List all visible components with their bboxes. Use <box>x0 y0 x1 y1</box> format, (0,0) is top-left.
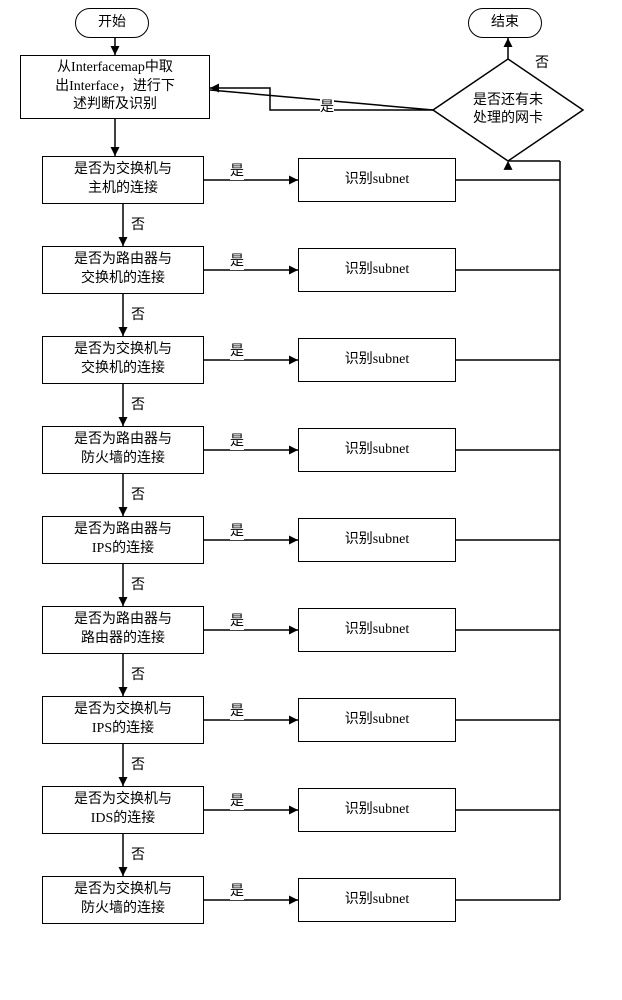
no-label-3: 否 <box>131 484 145 504</box>
process-top: 从Interfacemap中取出Interface，进行下述判断及识别 <box>20 55 210 119</box>
decision-2: 是否为交换机与交换机的连接 <box>42 336 204 384</box>
decision-6: 是否为交换机与IPS的连接 <box>42 696 204 744</box>
end-terminal: 结束 <box>468 8 542 38</box>
decision-1: 是否为路由器与交换机的连接 <box>42 246 204 294</box>
no-label-2: 否 <box>131 394 145 414</box>
yes-label-6: 是 <box>230 700 244 720</box>
recognize-8: 识别subnet <box>298 878 456 922</box>
yes-label-2: 是 <box>230 340 244 360</box>
recognize-0: 识别subnet <box>298 158 456 202</box>
decision-8: 是否为交换机与防火墙的连接 <box>42 876 204 924</box>
yes-label-7: 是 <box>230 790 244 810</box>
big-decision-yes-label: 是 <box>320 96 334 116</box>
decision-5: 是否为路由器与路由器的连接 <box>42 606 204 654</box>
yes-label-0: 是 <box>230 160 244 180</box>
big-decision: 是否还有未处理的网卡 <box>473 92 543 128</box>
no-label-0: 否 <box>131 214 145 234</box>
recognize-2: 识别subnet <box>298 338 456 382</box>
recognize-1: 识别subnet <box>298 248 456 292</box>
no-label-5: 否 <box>131 664 145 684</box>
yes-label-3: 是 <box>230 430 244 450</box>
flow-lines <box>0 0 622 1000</box>
yes-label-1: 是 <box>230 250 244 270</box>
no-label-1: 否 <box>131 304 145 324</box>
recognize-7: 识别subnet <box>298 788 456 832</box>
recognize-4: 识别subnet <box>298 518 456 562</box>
yes-label-5: 是 <box>230 610 244 630</box>
yes-label-8: 是 <box>230 880 244 900</box>
decision-3: 是否为路由器与防火墙的连接 <box>42 426 204 474</box>
no-label-7: 否 <box>131 844 145 864</box>
decision-0: 是否为交换机与主机的连接 <box>42 156 204 204</box>
start-terminal: 开始 <box>75 8 149 38</box>
yes-label-4: 是 <box>230 520 244 540</box>
recognize-5: 识别subnet <box>298 608 456 652</box>
no-label-4: 否 <box>131 574 145 594</box>
decision-4: 是否为路由器与IPS的连接 <box>42 516 204 564</box>
recognize-3: 识别subnet <box>298 428 456 472</box>
decision-7: 是否为交换机与IDS的连接 <box>42 786 204 834</box>
big-decision-no-label: 否 <box>535 52 549 72</box>
no-label-6: 否 <box>131 754 145 774</box>
recognize-6: 识别subnet <box>298 698 456 742</box>
